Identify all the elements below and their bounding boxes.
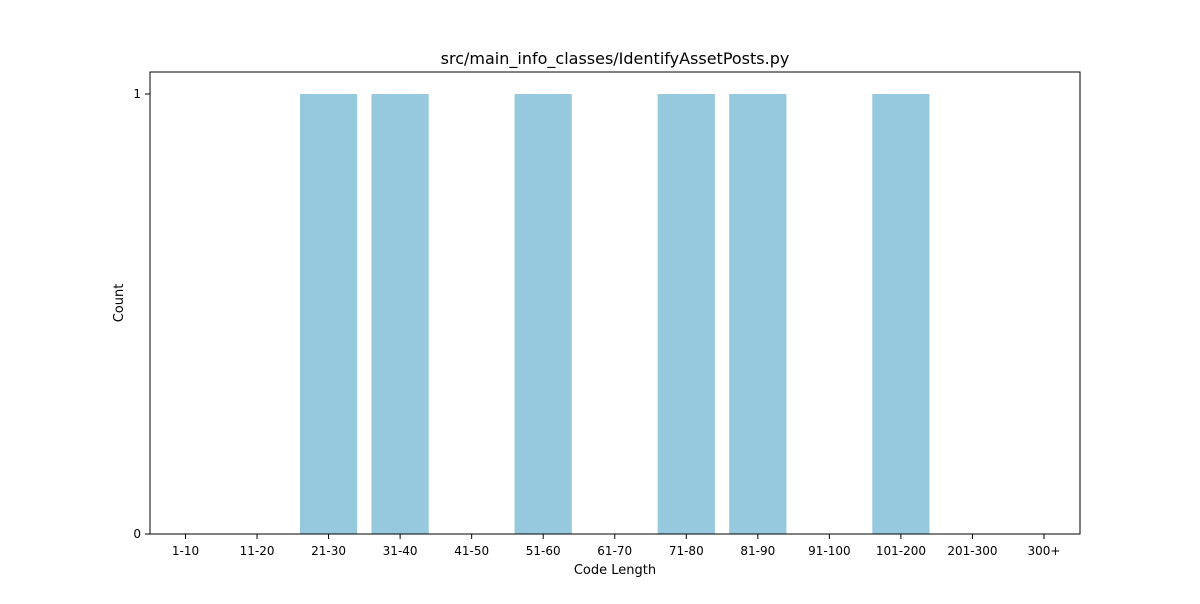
x-tick-label: 41-50 xyxy=(454,544,489,558)
x-tick-label: 101-200 xyxy=(876,544,926,558)
x-tick-label: 300+ xyxy=(1027,544,1060,558)
bar-31-40 xyxy=(371,94,429,534)
bar-101-200 xyxy=(872,94,930,534)
bar-71-80 xyxy=(657,94,715,534)
x-tick-label: 81-90 xyxy=(740,544,775,558)
bars-layer xyxy=(299,94,930,534)
x-tick-label: 51-60 xyxy=(526,544,561,558)
x-tick-label: 91-100 xyxy=(808,544,851,558)
y-axis-label: Count xyxy=(112,284,127,323)
bar-51-60 xyxy=(514,94,572,534)
y-tick-label: 0 xyxy=(133,527,141,541)
plot-frame xyxy=(149,71,1081,535)
x-axis-label: Code Length xyxy=(574,563,656,578)
bar-21-30 xyxy=(299,94,358,534)
x-tick-label: 71-80 xyxy=(669,544,704,558)
bar-81-90 xyxy=(729,94,787,534)
y-tick-label: 1 xyxy=(133,87,141,101)
y-axis-ticks: 01 xyxy=(133,87,150,541)
x-tick-label: 201-300 xyxy=(947,544,997,558)
x-axis-ticks: 1-10 11-20 21-30 31-40 41-50 51-60 61-70 71-80 8… xyxy=(172,534,1060,558)
x-tick-label: 61-70 xyxy=(597,544,632,558)
x-tick-label: 11-20 xyxy=(240,544,275,558)
x-tick-label: 1-10 xyxy=(172,544,199,558)
chart-title: src/main_info_classes/IdentifyAssetPosts… xyxy=(441,49,790,69)
x-tick-label: 21-30 xyxy=(311,544,346,558)
x-tick-label: 31-40 xyxy=(383,544,418,558)
